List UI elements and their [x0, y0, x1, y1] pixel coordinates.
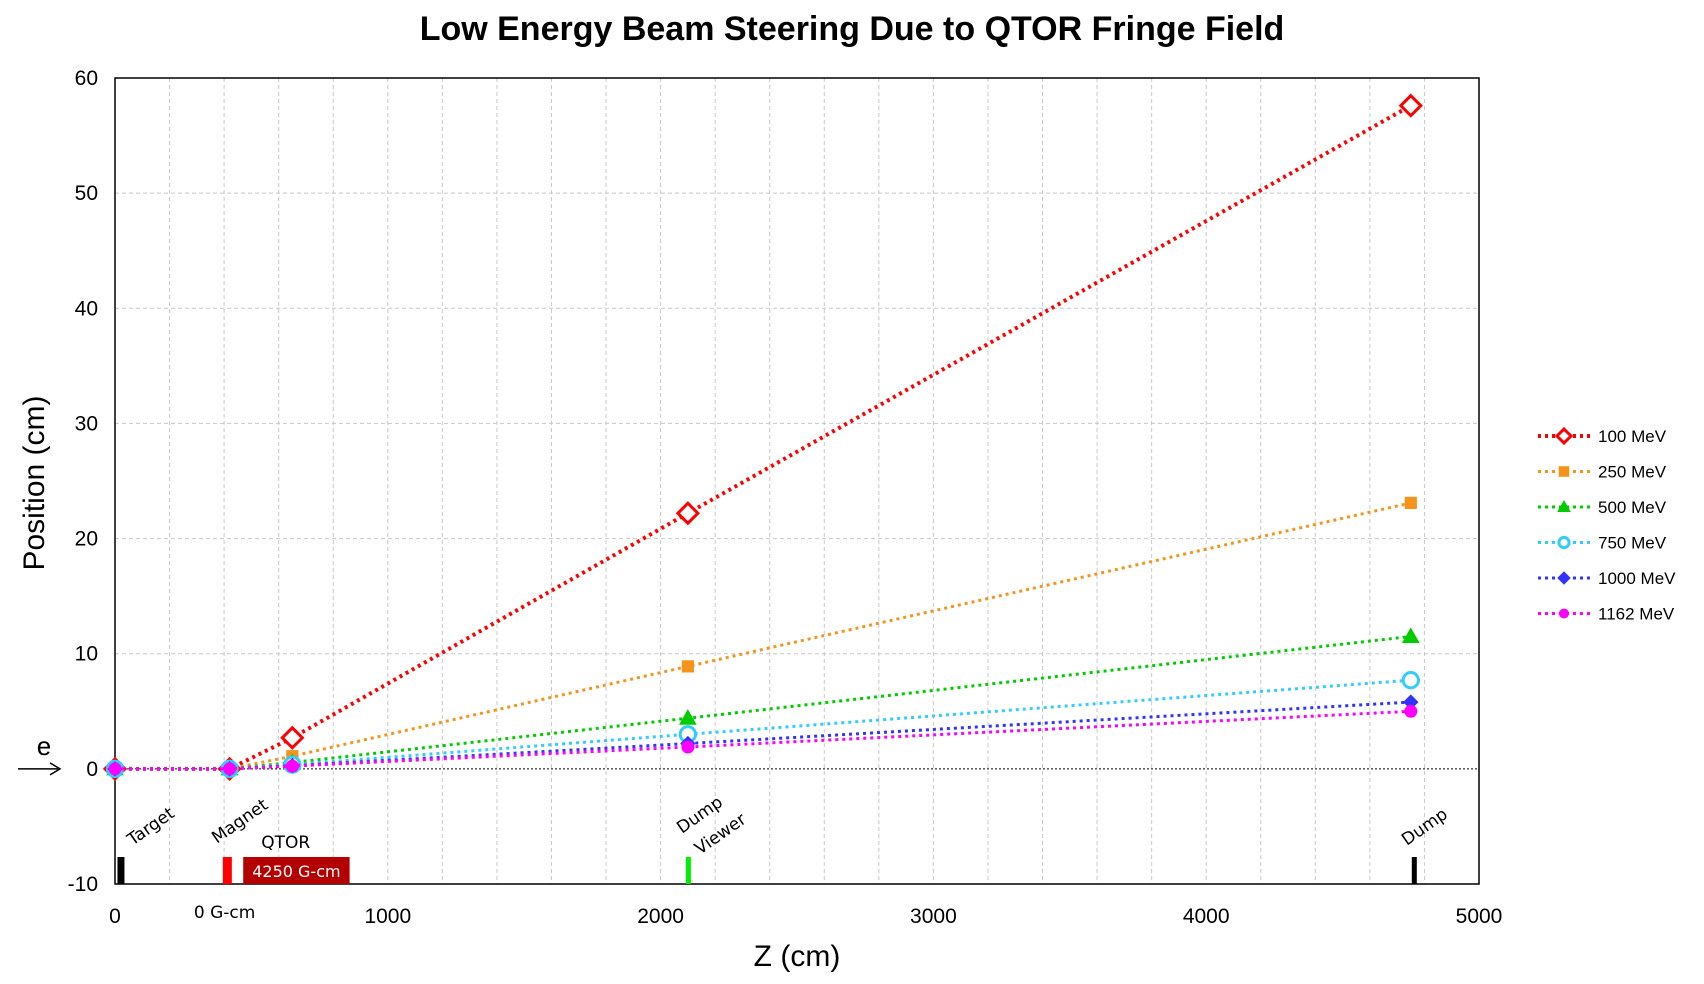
tick-labels: 0 1000 2000 3000 4000 5000 -10 0 10 20 30 40 50 60: [68, 67, 1503, 928]
series-100-mev: [102, 93, 1423, 781]
x-tick-label: 0: [109, 905, 121, 928]
legend-label: 500 MeV: [1598, 498, 1667, 517]
y-tick-label: 10: [75, 643, 98, 666]
legend-swatch-marker: [1557, 535, 1571, 550]
chart-title: Low Energy Beam Steering Due to QTOR Fri…: [420, 10, 1285, 48]
qtor-label: QTOR: [261, 833, 310, 853]
series-line: [115, 634, 1411, 771]
y-tick-label: 60: [75, 67, 98, 90]
x-tick-label: 4000: [1183, 905, 1230, 928]
beam-label: e: [37, 731, 51, 761]
dump-viewer-marker: [685, 857, 691, 884]
series-line: [115, 103, 1412, 771]
y-tick-label: 50: [75, 182, 98, 205]
y-tick-label: 20: [75, 528, 98, 551]
x-tick-label: 1000: [364, 905, 411, 928]
data-point: [675, 501, 701, 526]
x-tick-label: 5000: [1456, 905, 1503, 928]
series-line: [115, 700, 1411, 771]
legend-item: 1162 MeV: [1538, 605, 1675, 624]
legend-label: 750 MeV: [1598, 534, 1667, 553]
legend-swatch-marker: [1557, 499, 1571, 512]
y-tick-label: 0: [86, 758, 98, 781]
legend-item: 100 MeV: [1538, 426, 1667, 446]
y-tick-label: 40: [75, 297, 98, 320]
data-point: [1404, 704, 1418, 718]
x-axis-title: Z (cm): [754, 940, 841, 973]
data-point: [1398, 93, 1423, 118]
target-marker: [117, 857, 125, 884]
series-line: [115, 678, 1411, 771]
legend-label: 250 MeV: [1598, 463, 1667, 482]
qtor-field-box: [243, 857, 350, 884]
data-point: [681, 740, 695, 754]
beam-arrow-head: [49, 762, 62, 776]
series: [102, 93, 1423, 781]
legend-swatch-marker: [1554, 426, 1574, 446]
legend-item: 1000 MeV: [1538, 569, 1676, 588]
magnet-marker: [222, 857, 232, 884]
legend-swatch-marker: [1559, 608, 1569, 619]
data-point: [223, 762, 237, 776]
data-point: [1404, 496, 1417, 509]
y-tick-label: -10: [68, 873, 98, 896]
plot-frame: [114, 77, 1480, 885]
legend-label: 100 MeV: [1598, 427, 1667, 446]
legend-swatch-marker: [1558, 466, 1570, 477]
legend-item: 750 MeV: [1538, 534, 1667, 553]
series-1162-mev: [108, 704, 1418, 776]
y-tick-label: 30: [75, 412, 98, 435]
x-tick-label: 3000: [910, 905, 957, 928]
magnet-field-label: 0 G-cm: [194, 903, 255, 923]
legend-label: 1000 MeV: [1598, 569, 1676, 588]
x-tick-label: 2000: [637, 905, 684, 928]
data-point: [679, 709, 697, 725]
data-point: [280, 725, 305, 750]
dump-marker: [1411, 857, 1417, 884]
legend-swatch-marker: [1557, 571, 1571, 585]
series-1000-mev: [107, 694, 1419, 777]
data-point: [285, 759, 299, 773]
legend-item: 250 MeV: [1538, 463, 1667, 482]
target-label: Target: [123, 803, 179, 850]
legend: 100 MeV 250 MeV 500 MeV 750 MeV 1000 MeV 1162…: [1538, 426, 1676, 624]
data-point: [1401, 671, 1420, 690]
grid: [115, 78, 1479, 884]
data-point: [108, 762, 122, 776]
series-line: [115, 709, 1411, 771]
data-point: [1401, 627, 1420, 643]
legend-label: 1162 MeV: [1598, 605, 1675, 624]
data-point: [681, 660, 694, 673]
qtor-field-label: 4250 G-cm: [252, 862, 340, 881]
y-axis-title: Position (cm): [18, 395, 51, 570]
legend-item: 500 MeV: [1538, 498, 1667, 517]
